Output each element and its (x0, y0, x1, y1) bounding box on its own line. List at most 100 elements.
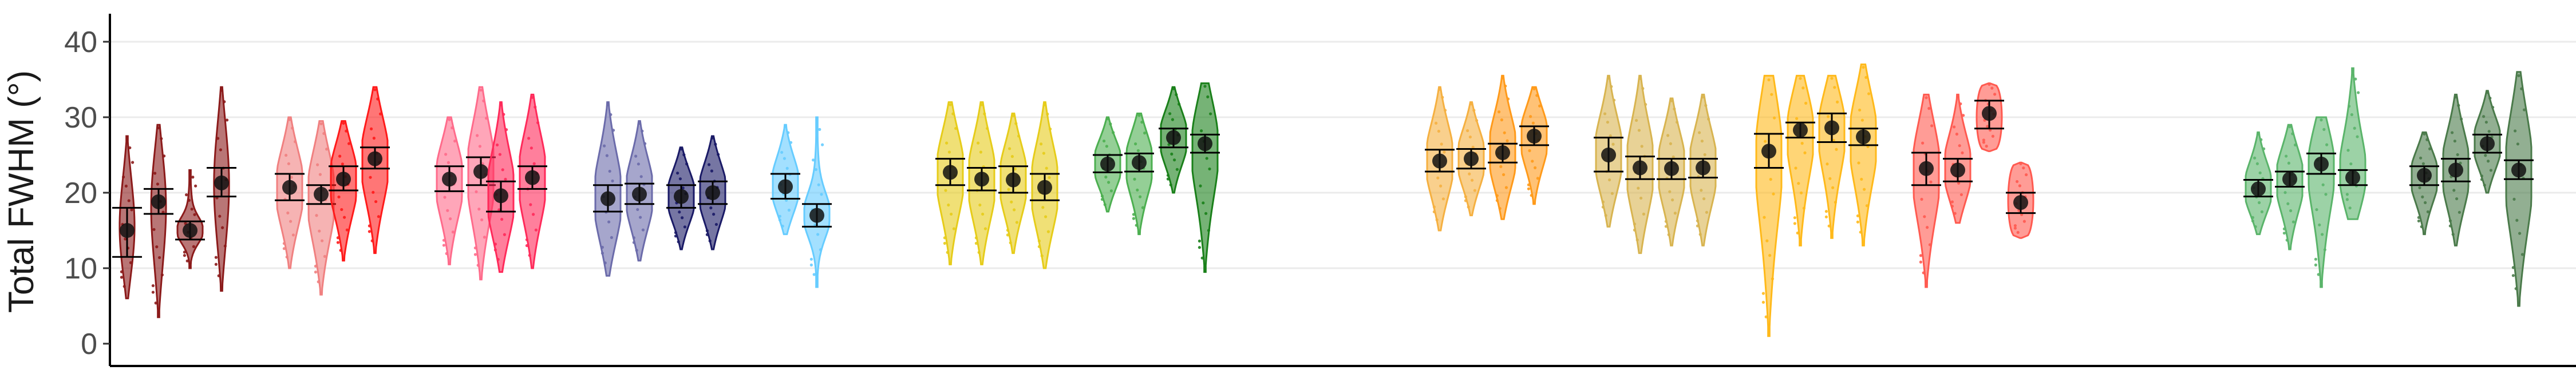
data-point (1168, 112, 1172, 116)
mean-marker (974, 172, 989, 187)
mean-marker (1432, 153, 1447, 169)
data-point (2016, 180, 2019, 184)
data-point (476, 264, 480, 267)
data-point (1171, 118, 1174, 121)
data-point (2321, 233, 2324, 236)
data-point (479, 88, 483, 92)
data-point (2321, 183, 2325, 186)
data-point (125, 137, 129, 141)
data-point (635, 249, 638, 252)
mean-marker (1100, 156, 1115, 172)
data-point (981, 212, 985, 216)
data-point (1043, 103, 1046, 106)
data-point (505, 128, 508, 132)
data-point (2294, 143, 2297, 147)
violin (2409, 131, 2439, 236)
data-point (1535, 94, 1539, 97)
data-point (342, 121, 345, 125)
data-point (220, 89, 223, 92)
data-point (1928, 243, 1931, 246)
data-point (1985, 145, 1988, 148)
data-point (379, 112, 382, 116)
data-point (1919, 254, 1922, 257)
data-point (2013, 226, 2017, 230)
data-point (493, 242, 497, 246)
data-point (2460, 117, 2463, 121)
data-point (1007, 188, 1010, 191)
data-point (1796, 231, 1799, 235)
data-point (1799, 77, 1802, 80)
data-point (943, 241, 946, 245)
data-point (1046, 230, 1050, 233)
data-point (531, 95, 534, 99)
data-point (2451, 233, 2455, 236)
data-point (123, 285, 126, 288)
data-point (373, 88, 377, 91)
data-point (1859, 230, 1862, 234)
data-point (683, 225, 686, 229)
violin (207, 86, 236, 292)
data-point (1495, 198, 1499, 202)
data-point (187, 198, 191, 202)
data-point (1441, 197, 1445, 201)
data-point (1672, 155, 1675, 159)
data-point (1644, 103, 1647, 106)
data-point (677, 240, 680, 244)
data-point (709, 206, 713, 210)
data-point (1206, 95, 1210, 98)
violin (2006, 161, 2036, 239)
y-tick-label: 40 (64, 26, 97, 59)
violin (1594, 74, 1623, 228)
data-point (1761, 292, 1765, 295)
data-point (1532, 87, 1536, 91)
data-point (444, 153, 448, 156)
data-point (2019, 162, 2022, 165)
data-point (2426, 210, 2429, 213)
data-point (1504, 186, 1508, 189)
data-point (1824, 210, 1828, 213)
data-point (1611, 142, 1615, 146)
data-point (785, 166, 789, 170)
data-point (1771, 277, 1774, 281)
data-point (1667, 233, 1670, 236)
violin (2275, 124, 2305, 250)
data-point (714, 222, 718, 226)
data-point (1471, 145, 1475, 149)
data-point (1198, 239, 1201, 243)
mean-marker (1198, 136, 1212, 152)
data-point (2457, 104, 2460, 108)
data-point (446, 209, 449, 212)
data-point (634, 154, 638, 158)
data-point (223, 244, 227, 248)
mean-marker (1919, 161, 1934, 176)
violin-body (2339, 67, 2366, 220)
data-point (153, 172, 157, 175)
data-point (282, 247, 286, 250)
data-point (1956, 95, 1959, 98)
data-point (1608, 178, 1611, 182)
data-point (191, 176, 195, 179)
data-point (325, 148, 329, 151)
data-point (1012, 114, 1015, 117)
data-point (314, 270, 318, 274)
data-point (1112, 131, 1115, 134)
data-point (2345, 198, 2349, 201)
data-point (2288, 125, 2291, 129)
mean-marker (2480, 136, 2495, 152)
violin (517, 93, 547, 269)
violin-group (935, 101, 1060, 269)
data-point (1010, 155, 1014, 158)
violin-group (593, 101, 654, 277)
data-point (1794, 166, 1797, 170)
data-point (480, 218, 484, 222)
data-point (1830, 77, 1834, 80)
data-point (951, 112, 955, 116)
data-point (163, 154, 166, 158)
data-point (1668, 190, 1672, 193)
data-point (372, 137, 376, 140)
data-point (1865, 204, 1868, 208)
data-point (1824, 215, 1828, 218)
data-point (606, 103, 610, 107)
data-point (1475, 119, 1479, 122)
